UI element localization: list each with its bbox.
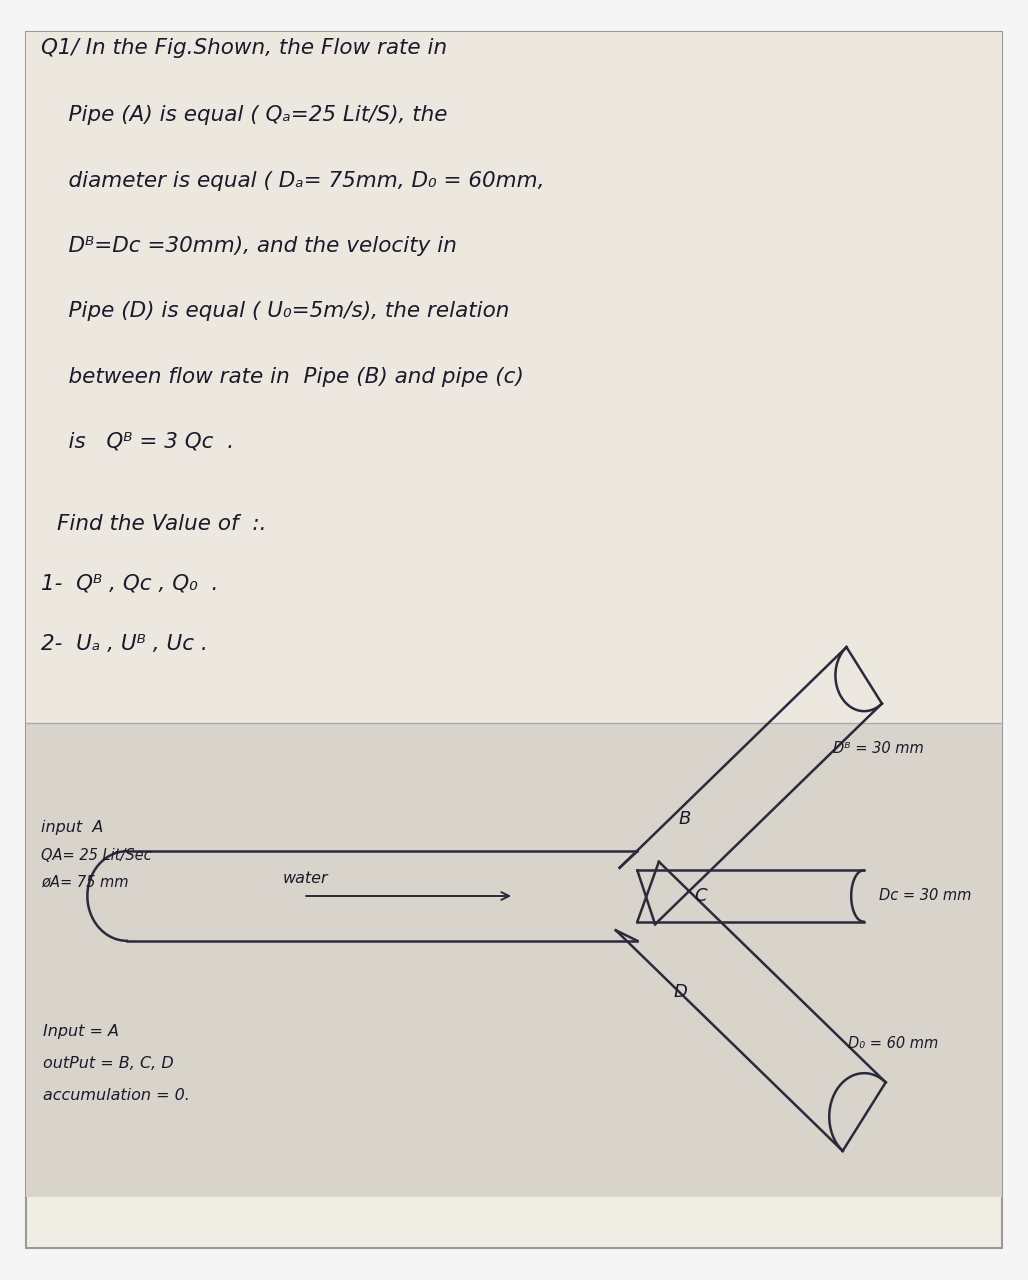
Text: Dᴄ = 30 mm: Dᴄ = 30 mm	[879, 888, 971, 904]
Text: water: water	[283, 870, 328, 886]
FancyBboxPatch shape	[26, 723, 1002, 1197]
Text: Dᴮ = 30 mm: Dᴮ = 30 mm	[833, 741, 923, 756]
Text: outPut = B, C, D: outPut = B, C, D	[43, 1056, 174, 1071]
FancyBboxPatch shape	[26, 32, 1002, 723]
Text: D: D	[673, 983, 687, 1001]
Text: between flow rate in  Pipe (B) and pipe (c): between flow rate in Pipe (B) and pipe (…	[41, 366, 524, 387]
Text: C: C	[694, 887, 706, 905]
Text: diameter is equal ( Dₐ= 75mm, D₀ = 60mm,: diameter is equal ( Dₐ= 75mm, D₀ = 60mm,	[41, 170, 545, 191]
FancyBboxPatch shape	[26, 32, 1002, 1248]
Text: QA= 25 Lit/Sec: QA= 25 Lit/Sec	[41, 847, 152, 863]
Text: D₀ = 60 mm: D₀ = 60 mm	[848, 1036, 939, 1051]
Text: B: B	[678, 810, 691, 828]
Text: Pipe (A) is equal ( Qₐ=25 Lit/S), the: Pipe (A) is equal ( Qₐ=25 Lit/S), the	[41, 105, 447, 125]
Text: 2-  Uₐ , Uᴮ , Uᴄ .: 2- Uₐ , Uᴮ , Uᴄ .	[41, 634, 208, 654]
Text: is   Qᴮ = 3 Qᴄ  .: is Qᴮ = 3 Qᴄ .	[41, 431, 234, 452]
Text: Find the Value of  :.: Find the Value of :.	[57, 513, 266, 534]
Text: input  A: input A	[41, 819, 104, 835]
Text: Q1/ In the Fig.Shown, the Flow rate in: Q1/ In the Fig.Shown, the Flow rate in	[41, 37, 447, 58]
Text: Input = A: Input = A	[43, 1024, 119, 1039]
Text: Pipe (D) is equal ( U₀=5m/s), the relation: Pipe (D) is equal ( U₀=5m/s), the relati…	[41, 301, 510, 321]
Text: 1-  Qᴮ , Qᴄ , Q₀  .: 1- Qᴮ , Qᴄ , Q₀ .	[41, 573, 219, 594]
Text: øA= 75 mm: øA= 75 mm	[41, 874, 128, 890]
Text: accumulation = 0.: accumulation = 0.	[43, 1088, 190, 1103]
Text: Dᴮ=Dᴄ =30mm), and the velocity in: Dᴮ=Dᴄ =30mm), and the velocity in	[41, 236, 457, 256]
